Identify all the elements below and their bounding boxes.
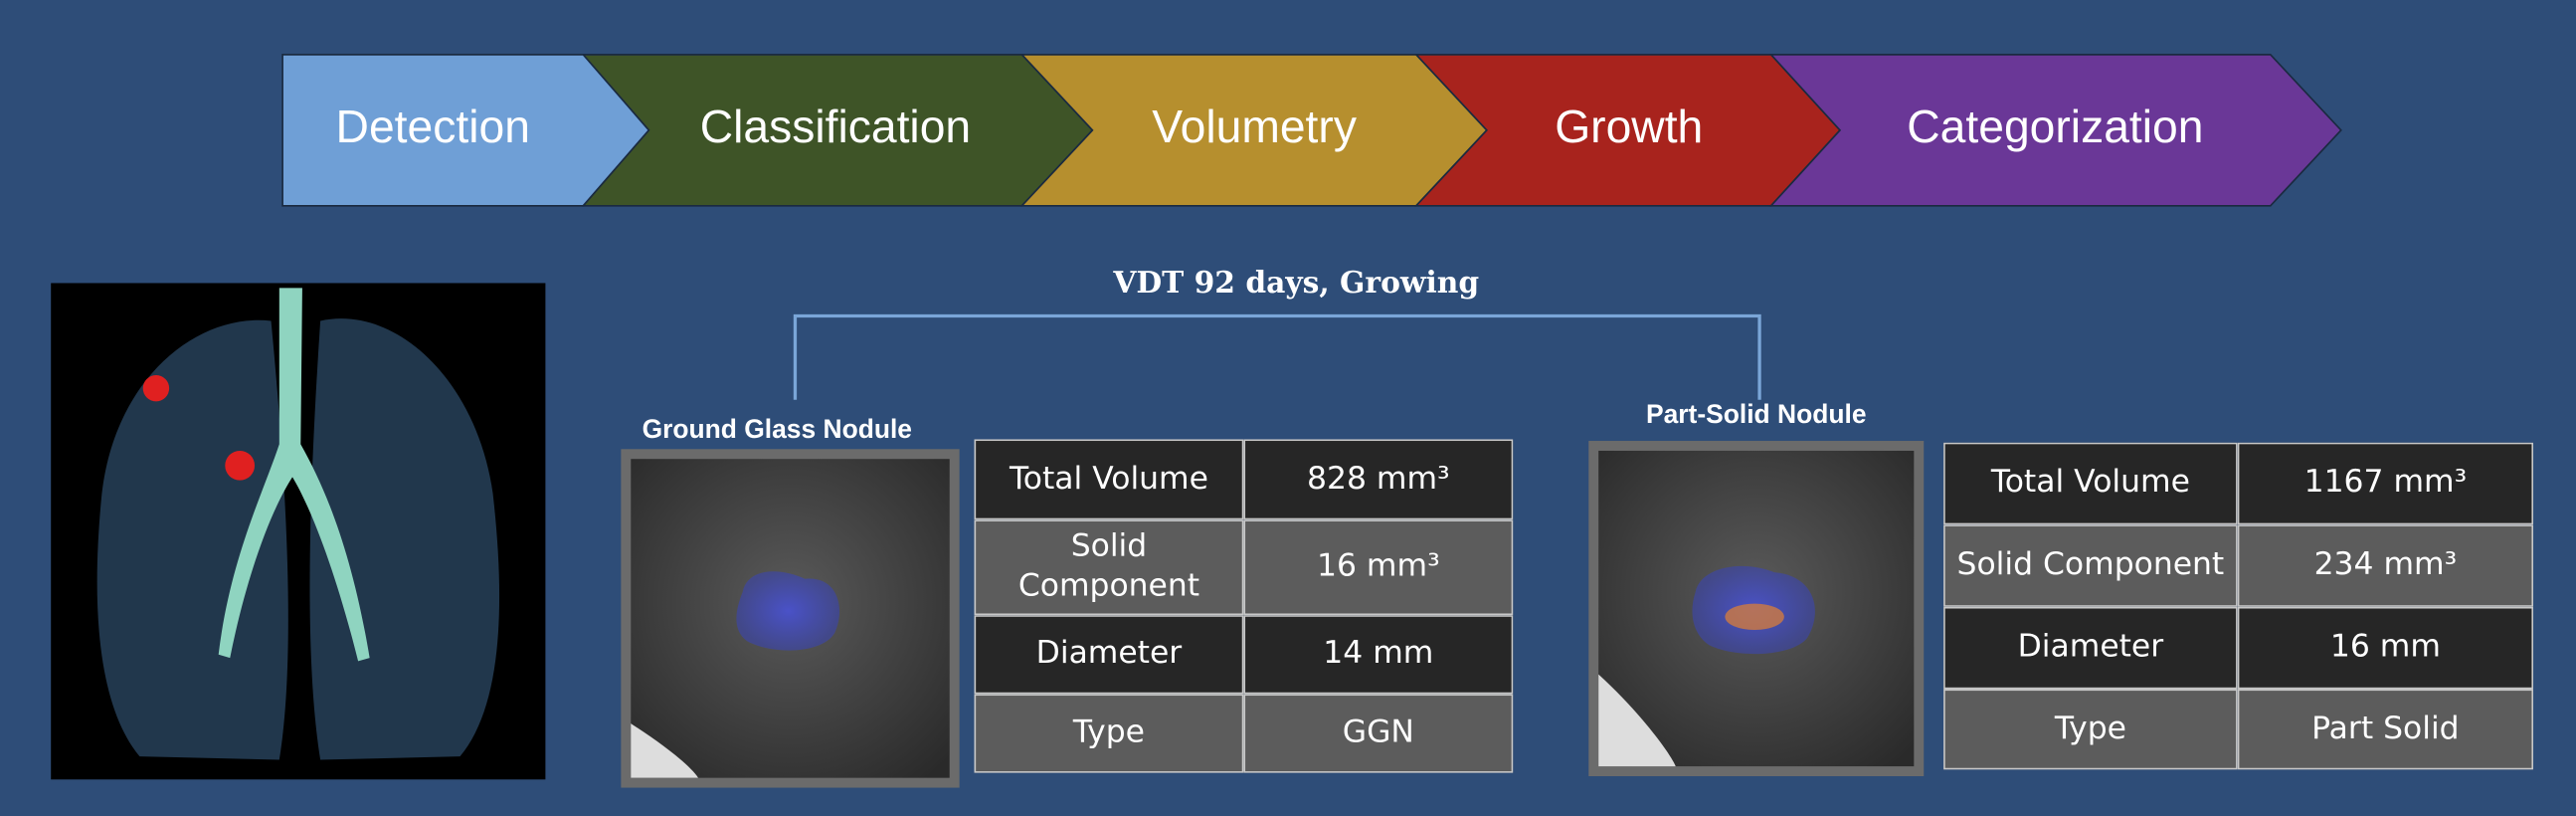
- metric-name: Type: [1943, 689, 2238, 770]
- pipeline-label: Detection: [336, 101, 530, 152]
- table-cell: GGN: [1243, 694, 1514, 773]
- metric-value: 1167 mm³: [2237, 442, 2534, 525]
- table-cell: Diameter: [974, 615, 1244, 695]
- table-cell: 14 mm: [1243, 615, 1514, 695]
- table-cell: Total Volume: [974, 439, 1244, 520]
- metric-name: Total Volume: [1943, 442, 2238, 525]
- table-cell: 1167 mm³: [2237, 442, 2534, 525]
- table-cell: 16 mm: [2237, 606, 2534, 690]
- table-cell: 16 mm³: [1243, 519, 1514, 616]
- table-cell: Solid Component: [1943, 524, 2238, 607]
- metric-name: Total Volume: [974, 439, 1244, 520]
- metric-value: 14 mm: [1243, 615, 1514, 695]
- pipeline-label: Volumetry: [1152, 101, 1358, 152]
- metric-name: Solid Component: [974, 519, 1244, 616]
- table-cell: Part Solid: [2237, 689, 2534, 770]
- metric-value: 234 mm³: [2237, 524, 2534, 607]
- ggn-image: [621, 449, 960, 788]
- metric-value: 828 mm³: [1243, 439, 1514, 520]
- pipeline-label: Growth: [1555, 101, 1703, 152]
- pipeline-label: Classification: [700, 101, 971, 152]
- table-cell: Total Volume: [1943, 442, 2238, 525]
- table-cell: Type: [1943, 689, 2238, 770]
- table-cell: Solid Component: [974, 519, 1244, 616]
- part-solid-image: [1588, 441, 1925, 776]
- lung-render: [51, 283, 546, 780]
- nodule-label: Ground Glass Nodule: [643, 414, 912, 444]
- metric-value: Part Solid: [2237, 689, 2534, 770]
- pipeline-step: [1768, 54, 2342, 207]
- metric-value: 16 mm³: [1243, 519, 1514, 616]
- table-cell: Type: [974, 694, 1244, 773]
- growth-label: VDT 92 days, Growing: [1112, 266, 1479, 301]
- metric-name: Diameter: [1943, 606, 2238, 690]
- table-cell: 828 mm³: [1243, 439, 1514, 520]
- growth-connector: [793, 313, 1761, 400]
- metric-name: Solid Component: [1943, 524, 2238, 607]
- table-cell: 234 mm³: [2237, 524, 2534, 607]
- table-cell: Diameter: [1943, 606, 2238, 690]
- metric-name: Diameter: [974, 615, 1244, 695]
- metric-value: GGN: [1243, 694, 1514, 773]
- pipeline: Detection Classification Volumetry Growth Ca…: [281, 54, 2342, 207]
- pipeline-label: Categorization: [1907, 101, 2203, 152]
- metric-value: 16 mm: [2237, 606, 2534, 690]
- nodule-label: Part-Solid Nodule: [1646, 399, 1867, 429]
- metric-name: Type: [974, 694, 1244, 773]
